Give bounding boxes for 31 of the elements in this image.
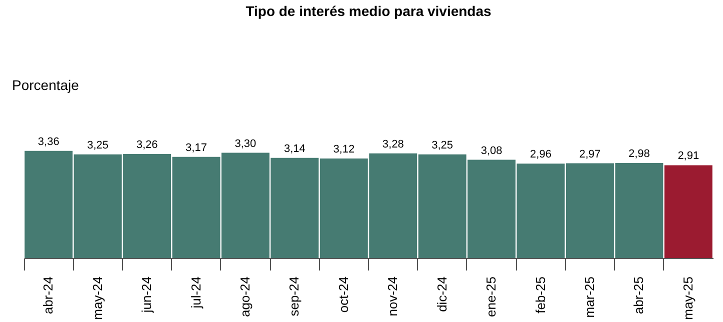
- data-label: 2,97: [579, 148, 601, 160]
- data-label: 3,08: [480, 144, 502, 157]
- x-tick-label: nov-24: [385, 276, 400, 316]
- chart-title: Tipo de interés medio para viviendas: [246, 3, 492, 19]
- x-tick-label: jul-24: [188, 276, 204, 310]
- data-label: 3,14: [284, 142, 306, 155]
- x-tick-label: mar-25: [582, 276, 597, 318]
- data-label: 3,30: [234, 138, 256, 150]
- x-tick-label: may-24: [90, 276, 105, 320]
- x-tick-label: sep-24: [286, 276, 302, 316]
- data-label: 3,28: [382, 138, 404, 150]
- x-tick-label: abr-25: [631, 276, 646, 314]
- bar: [664, 165, 712, 258]
- x-tick-label: ene-25: [484, 276, 499, 317]
- data-label: 2,98: [628, 148, 650, 160]
- x-tick-label: may-25: [680, 276, 696, 320]
- x-tick-label: ago-24: [237, 276, 252, 317]
- data-label: 3,26: [136, 139, 158, 152]
- x-tick-label: abr-24: [40, 276, 56, 314]
- data-label: 3,36: [38, 136, 60, 148]
- data-label: 3,17: [186, 142, 207, 154]
- x-tick-label: feb-25: [532, 276, 548, 314]
- data-label: 3,25: [87, 139, 109, 152]
- x-tick-label: dic-24: [434, 276, 450, 312]
- text: Porcentaje: [12, 77, 80, 93]
- x-tick-label: oct-24: [336, 276, 351, 313]
- data-label: 3,12: [333, 144, 355, 156]
- x-tick-label: jun-24: [139, 276, 154, 314]
- data-label: 2,96: [530, 148, 552, 161]
- data-label: 2,91: [678, 150, 700, 162]
- data-label: 3,25: [432, 139, 454, 152]
